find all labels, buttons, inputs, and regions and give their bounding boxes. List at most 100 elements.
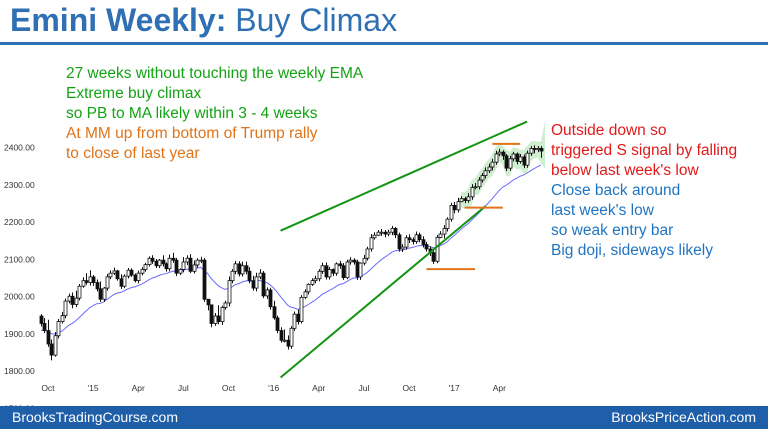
footer-right-link[interactable]: BrooksPriceAction.com [611, 409, 756, 425]
candle-body [213, 315, 218, 324]
candle-body [265, 289, 270, 297]
candle-body [338, 263, 343, 267]
candle-body [53, 335, 58, 356]
candle-body [341, 265, 346, 279]
candle-body [345, 261, 350, 279]
candle-body [435, 237, 440, 262]
candle-body [188, 257, 193, 272]
footer-bar: BrooksTradingCourse.com BrooksPriceActio… [0, 406, 768, 429]
candle-body [442, 228, 447, 235]
candle-body [275, 317, 280, 331]
candle-body [355, 261, 360, 278]
candle-body [424, 244, 429, 250]
candle-body [244, 265, 249, 272]
title-underline [0, 42, 768, 45]
candle-body [525, 152, 530, 166]
candle-body [105, 276, 110, 289]
x-tick-label: '15 [88, 383, 99, 393]
candle-body [536, 147, 541, 150]
candle-body [292, 313, 297, 329]
candle-body [310, 280, 315, 285]
y-tick-label: 2200.00 [4, 217, 35, 227]
candle-body [174, 259, 179, 274]
candle-body [49, 343, 54, 356]
candle-body [98, 288, 103, 300]
candle-body [463, 198, 468, 201]
candle-body [369, 237, 374, 250]
candle-body [331, 269, 336, 274]
candle-body [365, 248, 370, 259]
candle-body [414, 234, 419, 242]
candle-body [230, 270, 235, 282]
candle-body [247, 270, 252, 282]
candle-body [504, 155, 509, 169]
candle-body [60, 315, 65, 323]
candle-body [216, 315, 221, 323]
candle-body [81, 280, 86, 287]
candle-body [306, 283, 311, 293]
x-tick-label: Apr [132, 383, 145, 393]
candle-body [192, 264, 197, 272]
x-tick-label: '17 [449, 383, 460, 393]
candle-body [108, 272, 113, 278]
annotation-line: 27 weeks without touching the weekly EMA [66, 65, 364, 82]
candle-body [91, 276, 96, 283]
candle-body [358, 262, 363, 278]
annotation-line: At MM up from bottom of Trump rally [66, 125, 318, 142]
weekly-candlestick-chart: 2400.00 2300.00 2200.00 2100.00 2000.00 1900.… [4, 120, 545, 406]
channel-upper-line [280, 120, 528, 232]
candle-body [279, 330, 284, 341]
candle-body [487, 166, 492, 172]
candle-body [529, 147, 534, 154]
candle-body [397, 234, 402, 250]
candle-body [379, 231, 384, 234]
candle-body [202, 259, 207, 300]
candle-body [161, 259, 166, 265]
candle-body [470, 187, 475, 198]
candle-body [261, 272, 266, 297]
candle-body [518, 156, 523, 162]
candle-body [400, 246, 405, 250]
footer-left-link[interactable]: BrooksTradingCourse.com [12, 409, 178, 425]
candle-body [272, 306, 277, 319]
candle-body [317, 270, 322, 280]
candle-body [483, 170, 488, 176]
candle-body [372, 234, 377, 239]
candle-body [480, 175, 485, 181]
candle-body [334, 263, 339, 274]
candle-body [411, 239, 416, 242]
candle-body [84, 280, 89, 283]
candle-body [150, 257, 155, 262]
candle-body [303, 291, 308, 298]
candle-body [70, 295, 75, 305]
x-tick-label: Apr [493, 383, 506, 393]
annotation-line: to close of last year [66, 145, 200, 162]
candle-body [404, 237, 409, 248]
candle-body [56, 321, 61, 337]
buy-climax-shade [461, 120, 545, 209]
candle-body [126, 269, 131, 277]
candle-body [539, 147, 544, 152]
candle-body [199, 259, 204, 262]
candle-body [220, 307, 225, 323]
candle-body [147, 257, 152, 266]
candle-body [233, 263, 238, 272]
candle-body [112, 270, 117, 274]
candle-body [376, 231, 381, 236]
candle-body [136, 272, 141, 282]
candle-body [140, 269, 145, 274]
annotation-line: last week's low [551, 202, 654, 219]
title-bold: Emini Weekly: [10, 2, 227, 38]
annotation-red: Outside down so triggered S signal by fal… [551, 121, 737, 181]
candle-body [313, 278, 318, 282]
candle-body [445, 218, 450, 229]
candle-body [407, 237, 412, 241]
candle-body [522, 156, 527, 166]
candle-body [39, 315, 44, 324]
y-tick-label: 2400.00 [4, 143, 35, 153]
candle-body [178, 269, 183, 274]
candle-body [237, 263, 242, 275]
candle-body [490, 161, 495, 168]
candle-body [390, 228, 395, 233]
candle-body [386, 231, 391, 235]
